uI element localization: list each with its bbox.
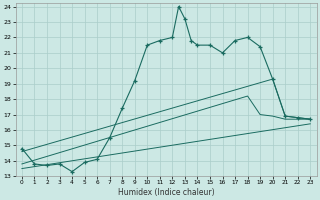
X-axis label: Humidex (Indice chaleur): Humidex (Indice chaleur) bbox=[118, 188, 214, 197]
